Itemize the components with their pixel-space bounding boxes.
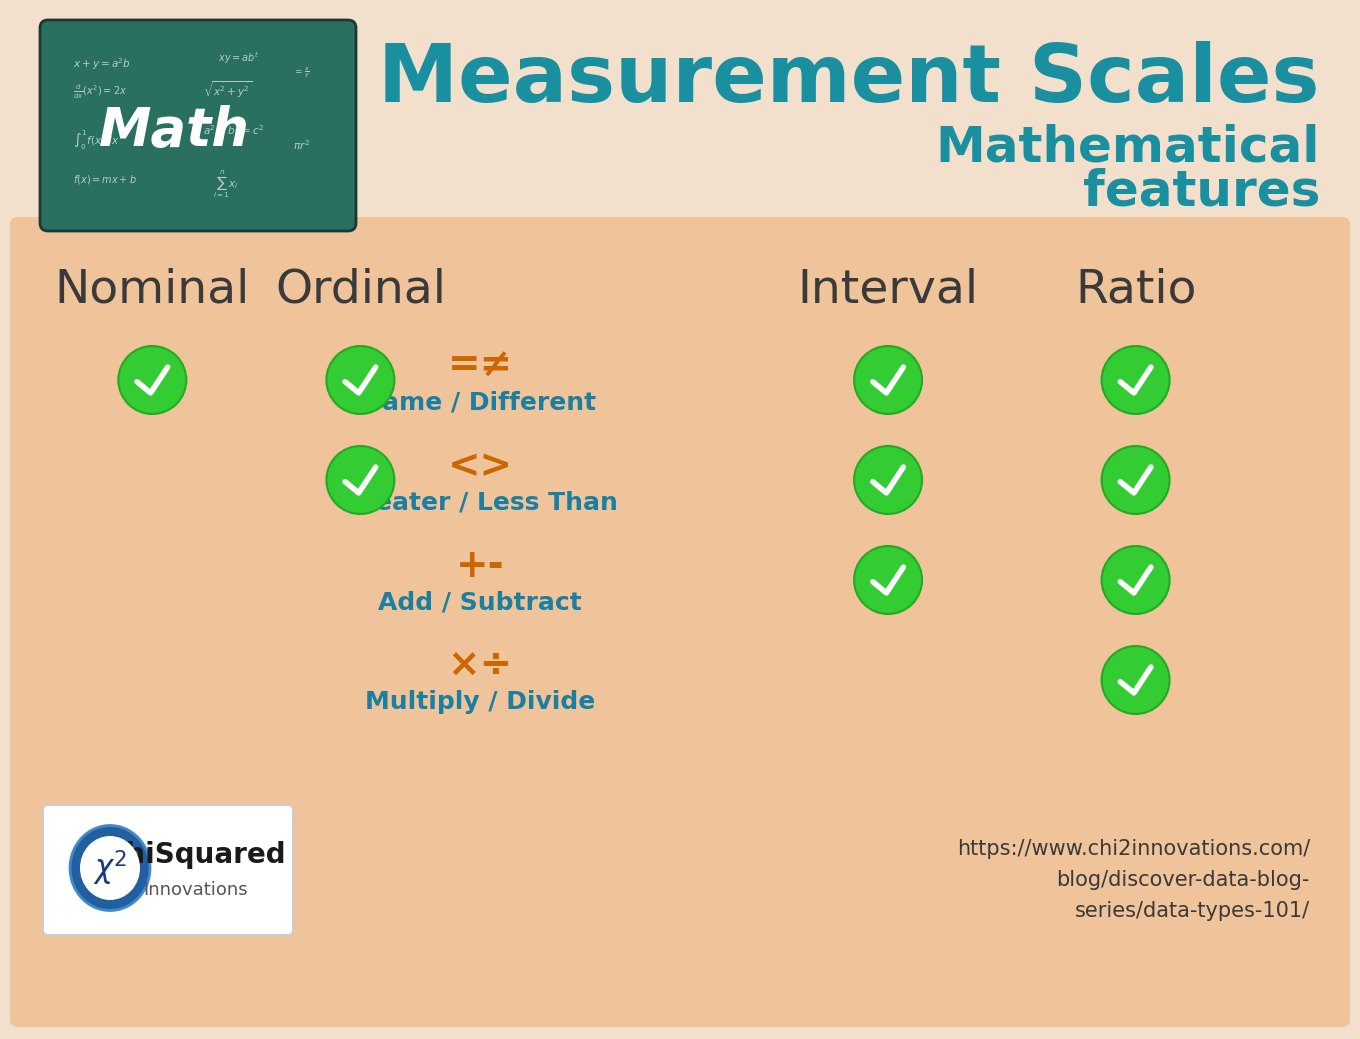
Text: Nominal: Nominal bbox=[54, 267, 250, 313]
Circle shape bbox=[854, 547, 922, 614]
Text: Measurement Scales: Measurement Scales bbox=[378, 41, 1321, 119]
Text: $\sqrt{x^2+y^2}$: $\sqrt{x^2+y^2}$ bbox=[203, 80, 252, 101]
Text: =≠: =≠ bbox=[447, 347, 513, 385]
Text: $=\frac{x}{y}$: $=\frac{x}{y}$ bbox=[292, 66, 310, 80]
Circle shape bbox=[118, 346, 186, 414]
Text: $f(x)=mx+b$: $f(x)=mx+b$ bbox=[73, 174, 137, 186]
Text: $\sum_{i=1}^n x_i$: $\sum_{i=1}^n x_i$ bbox=[214, 168, 238, 199]
Text: Same / Different: Same / Different bbox=[364, 390, 596, 414]
Text: https://www.chi2innovations.com/
blog/discover-data-blog-
series/data-types-101/: https://www.chi2innovations.com/ blog/di… bbox=[956, 838, 1310, 922]
FancyBboxPatch shape bbox=[8, 2, 1352, 1037]
Circle shape bbox=[854, 346, 922, 414]
Circle shape bbox=[326, 446, 394, 514]
Text: Greater / Less Than: Greater / Less Than bbox=[343, 490, 617, 514]
Text: Add / Subtract: Add / Subtract bbox=[378, 590, 582, 614]
Text: +-: +- bbox=[456, 547, 505, 585]
FancyBboxPatch shape bbox=[39, 20, 356, 231]
Text: Multiply / Divide: Multiply / Divide bbox=[364, 690, 596, 714]
Text: Ordinal: Ordinal bbox=[275, 267, 446, 313]
Circle shape bbox=[854, 446, 922, 514]
FancyBboxPatch shape bbox=[10, 217, 1350, 1027]
Text: Ratio: Ratio bbox=[1074, 267, 1197, 313]
Text: $\pi r^2$: $\pi r^2$ bbox=[292, 138, 310, 152]
Ellipse shape bbox=[80, 836, 140, 900]
FancyBboxPatch shape bbox=[44, 805, 292, 935]
Ellipse shape bbox=[69, 826, 150, 910]
Text: $\frac{d}{dx}(x^2)=2x$: $\frac{d}{dx}(x^2)=2x$ bbox=[73, 83, 126, 101]
Text: features: features bbox=[1083, 168, 1321, 216]
Text: $\chi^2$: $\chi^2$ bbox=[92, 848, 128, 887]
Text: ChiSquared: ChiSquared bbox=[106, 841, 287, 869]
Circle shape bbox=[1102, 346, 1170, 414]
Circle shape bbox=[1102, 547, 1170, 614]
Text: $\int_0^1 f(x)dx$: $\int_0^1 f(x)dx$ bbox=[73, 128, 120, 152]
Text: Math: Math bbox=[98, 105, 249, 157]
Text: Innovations: Innovations bbox=[144, 881, 249, 899]
Circle shape bbox=[1102, 646, 1170, 714]
Text: Interval: Interval bbox=[797, 267, 979, 313]
Text: $a^2+b^2=c^2$: $a^2+b^2=c^2$ bbox=[203, 123, 265, 137]
Circle shape bbox=[326, 346, 394, 414]
Text: <>: <> bbox=[447, 447, 513, 485]
Text: ×÷: ×÷ bbox=[447, 647, 513, 685]
Text: $x+y = a^2b$: $x+y = a^2b$ bbox=[73, 56, 131, 72]
Text: $xy=ab^t$: $xy=ab^t$ bbox=[218, 50, 260, 65]
Text: Mathematical: Mathematical bbox=[936, 124, 1321, 172]
Circle shape bbox=[1102, 446, 1170, 514]
